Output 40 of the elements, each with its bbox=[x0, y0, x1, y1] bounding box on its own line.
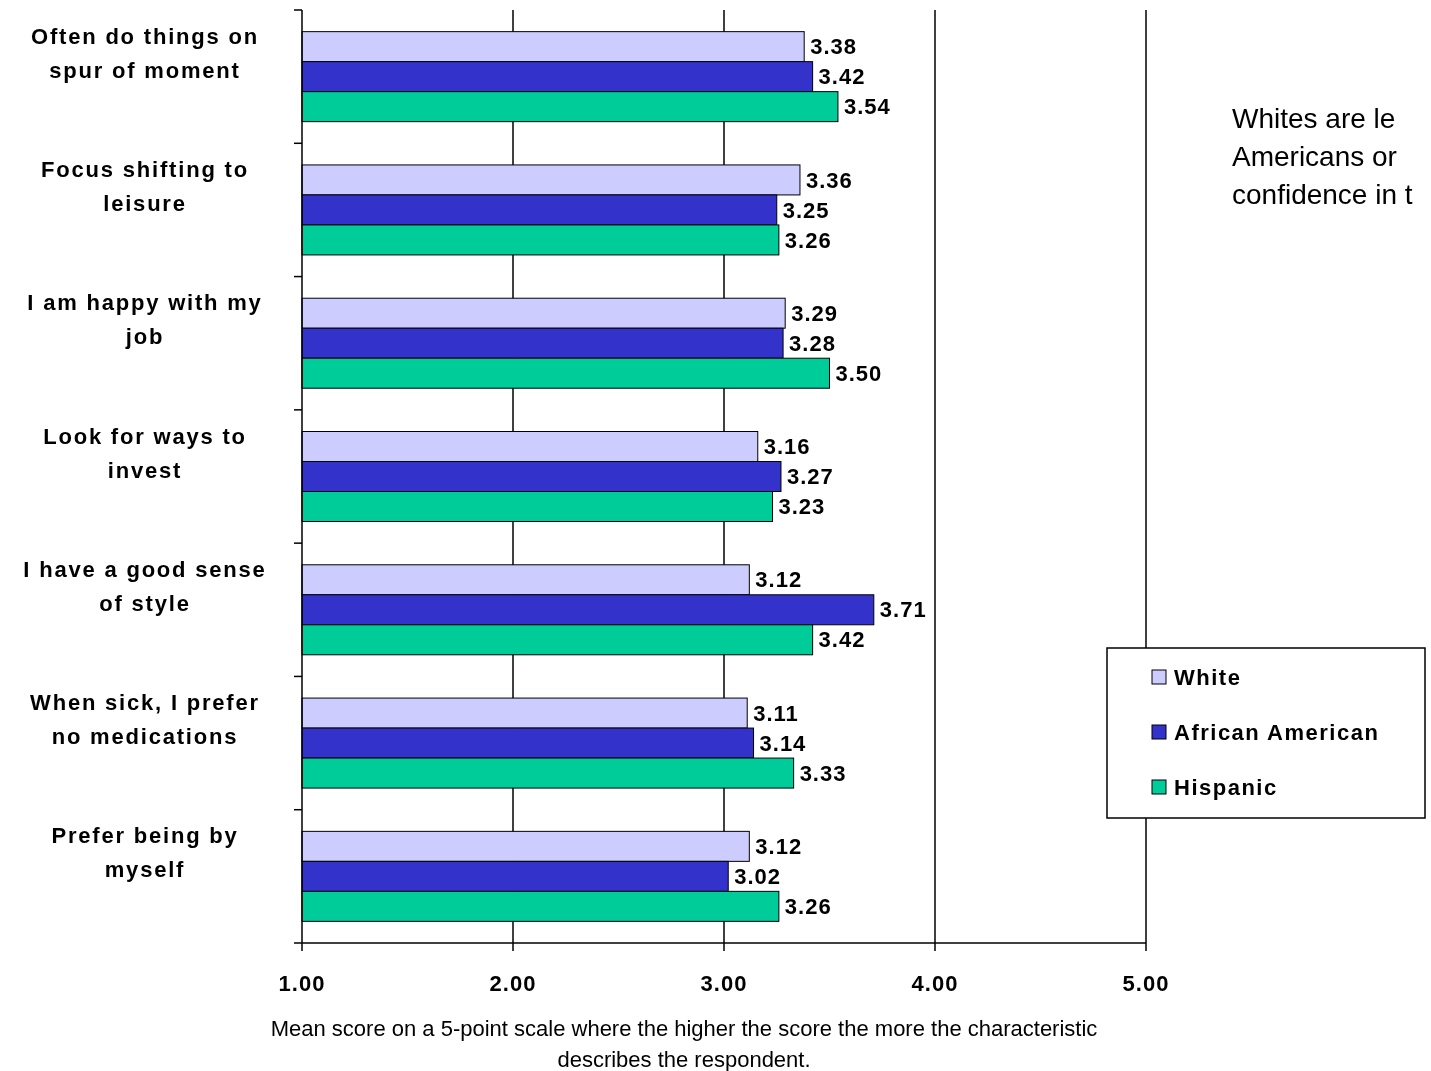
data-label: 3.33 bbox=[799, 760, 847, 786]
text: confidence in t bbox=[1232, 179, 1413, 210]
legend-label: White bbox=[1174, 664, 1242, 690]
y-tick-label: Look for ways to invest bbox=[43, 423, 247, 483]
y-tick-label: Prefer being by myself bbox=[51, 823, 239, 883]
legend-label: Hispanic bbox=[1174, 774, 1278, 800]
text: Americans or bbox=[1232, 141, 1397, 172]
data-label: 3.50 bbox=[835, 360, 883, 386]
data-label: 3.36 bbox=[805, 167, 853, 193]
data-label: 3.02 bbox=[734, 864, 782, 890]
x-tick-label: 5.00 bbox=[1122, 971, 1170, 996]
x-tick-label: 3.00 bbox=[700, 971, 748, 996]
y-tick-label: I have a good sense of style bbox=[23, 556, 267, 616]
x-tick-label: 4.00 bbox=[911, 971, 959, 996]
data-label: 3.28 bbox=[789, 330, 836, 356]
x-axis-title: Mean score on a 5-point scale where the higher the score the more the characteristic describes the respondent. bbox=[270, 1016, 1098, 1071]
x-tick-label: 2.00 bbox=[489, 971, 537, 996]
y-tick-label: Focus shifting to leisure bbox=[41, 156, 249, 216]
data-label: 3.11 bbox=[753, 700, 799, 726]
text: Whites are le bbox=[1232, 103, 1396, 134]
data-label: 3.71 bbox=[879, 597, 927, 623]
data-label: 3.16 bbox=[763, 434, 811, 460]
data-label: 3.26 bbox=[784, 227, 832, 253]
y-tick-label: When sick, I prefer no medications bbox=[30, 690, 260, 750]
data-label: 3.12 bbox=[755, 567, 803, 593]
y-tick-label: Often do things on spur of moment bbox=[31, 23, 259, 83]
data-label: 3.38 bbox=[810, 34, 858, 60]
data-label: 3.25 bbox=[782, 197, 830, 223]
x-tick-label: 1.00 bbox=[278, 971, 326, 996]
data-label: 3.23 bbox=[778, 494, 826, 520]
legend-label: African American bbox=[1174, 719, 1380, 745]
data-label: 3.14 bbox=[759, 730, 807, 756]
data-label: 3.42 bbox=[818, 64, 866, 90]
data-label: 3.26 bbox=[784, 894, 832, 920]
data-label: 3.12 bbox=[755, 834, 803, 860]
y-tick-label: I am happy with my job bbox=[27, 290, 263, 350]
data-label: 3.54 bbox=[843, 94, 891, 120]
data-label: 3.29 bbox=[791, 300, 839, 326]
data-label: 3.42 bbox=[818, 627, 866, 653]
data-label: 3.27 bbox=[786, 464, 834, 490]
